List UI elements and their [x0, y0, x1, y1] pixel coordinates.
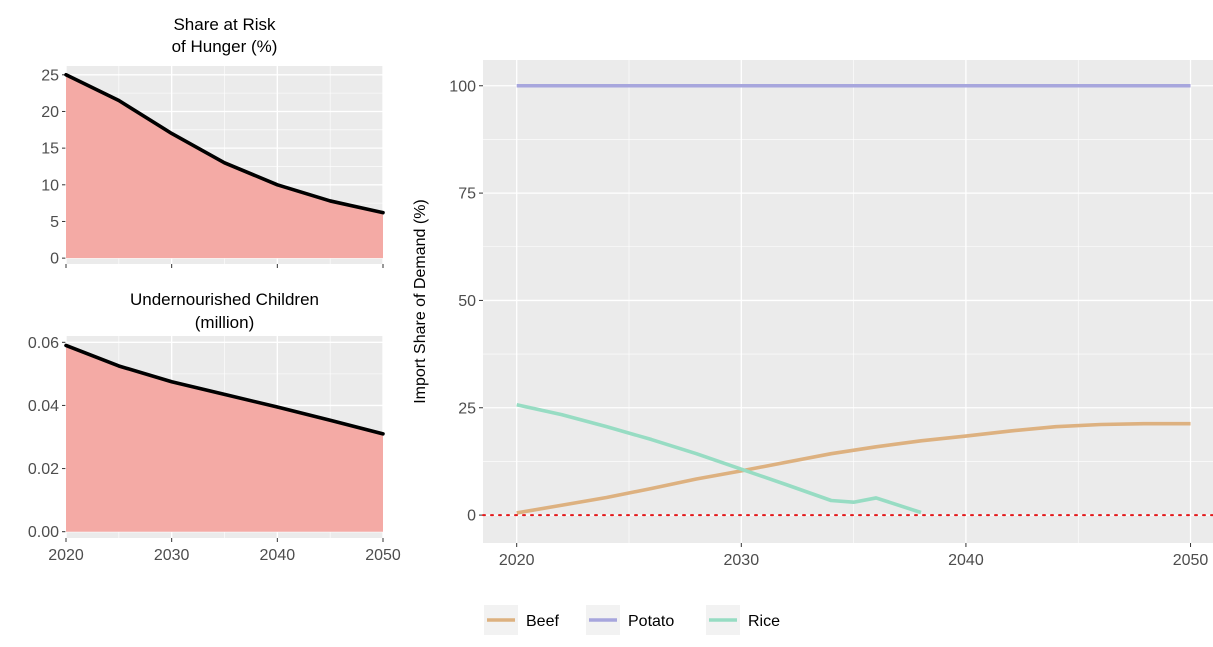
legend-label-beef: Beef	[526, 613, 559, 630]
series-line-rice	[516, 402, 922, 515]
y-tick-label: 5	[50, 214, 59, 231]
y-tick-label: 75	[458, 186, 476, 203]
y-tick-label: 0.00	[28, 524, 59, 541]
panel-background	[483, 60, 1213, 543]
series-line	[64, 73, 385, 215]
series-line-beef	[516, 421, 1191, 515]
y-axis-label: Import Share of Demand (%)	[412, 199, 429, 404]
x-tick-label: 2020	[499, 552, 535, 569]
x-tick-label: 2050	[365, 547, 401, 564]
x-tick-label: 2020	[48, 547, 84, 564]
y-tick-label: 100	[449, 78, 476, 95]
y-tick-label: 15	[41, 141, 59, 158]
legend: Beef Potato Rice	[484, 605, 780, 635]
panel-title: (million)	[195, 313, 255, 332]
y-tick-label: 0	[467, 508, 476, 525]
legend-label-potato: Potato	[628, 613, 674, 630]
x-tick-label: 2040	[948, 552, 984, 569]
y-tick-label: 20	[41, 104, 59, 121]
panel-title: of Hunger (%)	[172, 37, 278, 56]
legend-label-rice: Rice	[748, 613, 780, 630]
y-tick-label: 25	[41, 67, 59, 84]
y-tick-label: 0.06	[28, 335, 59, 352]
area-fill	[66, 345, 383, 532]
x-tick-label: 2030	[724, 552, 760, 569]
panel-title: Undernourished Children	[130, 290, 319, 309]
y-tick-label: 0	[50, 251, 59, 268]
y-tick-label: 0.02	[28, 461, 59, 478]
area-fill	[66, 74, 383, 259]
panel-title: Share at Risk	[173, 15, 276, 34]
x-tick-label: 2050	[1173, 552, 1209, 569]
series-line	[64, 343, 385, 436]
y-tick-label: 25	[458, 400, 476, 417]
y-tick-label: 0.04	[28, 398, 59, 415]
y-tick-label: 50	[458, 293, 476, 310]
panel-imports: 0 25 50 75 100 2020 2030 2040 2050 Import Share o…	[412, 60, 1213, 569]
panel-children: 0.00 0.02 0.04 0.06 2020 2030 2040 2050 Undernou…	[28, 290, 401, 564]
y-tick-label: 10	[41, 177, 59, 194]
panel-hunger: 0 5 10 15 20 25 Share at Risk of Hunger (%)	[41, 15, 385, 268]
x-tick-label: 2030	[154, 547, 190, 564]
x-tick-label: 2040	[260, 547, 296, 564]
